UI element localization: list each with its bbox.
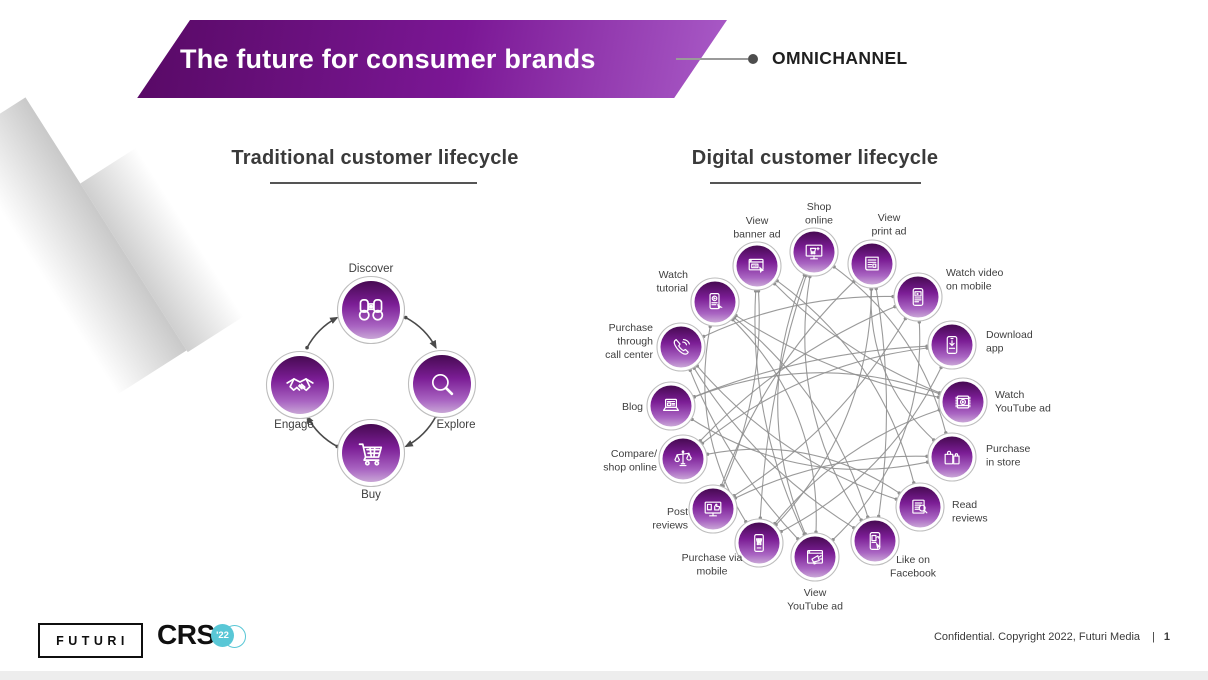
traditional-lifecycle-diagram: Discover Explore Buy Engage [265,263,477,501]
digital-node-label: Purchase in store [986,443,1031,469]
digital-node-label: Download app [986,329,1033,355]
document-magnifier-icon [912,499,928,514]
diagram-node-purchase-in-store [927,432,977,482]
diagram-node-purchase-via-mobile [734,518,784,568]
browser-ad-icon: AD [748,258,764,273]
top-left-diagonal [0,97,244,395]
traditional-node-label: Buy [361,489,381,501]
phone-like-icon [869,532,881,550]
browser-megaphone-icon [806,549,824,565]
digital-node-label: View YouTube ad [787,587,843,613]
diagram-node-purchase-through-call-center [656,322,706,372]
diagram-node-buy [336,418,406,488]
digital-node-label: Read reviews [952,499,988,525]
diagram-node-blog [646,381,696,431]
diagram-node-read-reviews [895,482,945,532]
digital-node-label: View print ad [871,212,906,238]
connection-lines [688,265,948,542]
page-number: 1 [1163,631,1170,643]
digital-node-label: Watch YouTube ad [995,389,1051,415]
diagram-node-watch-video-on-mobile [893,272,943,322]
scales-icon [674,450,692,467]
monitor-thumbsup-icon [704,501,722,517]
diagram-node-download-app [927,320,977,370]
phone-cart-icon [754,534,764,552]
shopping-cart-icon [358,443,383,466]
laptop-icon [662,398,680,411]
diagram-node-compare-shop-online [658,434,708,484]
digital-node-label: Shop online [805,201,833,227]
phone-tutorial-icon [709,293,723,310]
magnifier-icon [431,373,454,396]
cycle-arrow [405,316,437,350]
svg-text:AD: AD [753,264,758,268]
digital-node-label: Post reviews [652,506,688,532]
digital-node-label: Watch tutorial [656,269,688,295]
omnichannel-label: OMNICHANNEL [772,48,908,68]
connector-dot [748,54,758,64]
futuri-logo: FUTURI [38,623,143,658]
digital-node-label: Like on Facebook [890,554,937,580]
bottom-right-diagonal [0,580,16,680]
digital-node-label: View banner ad [733,215,780,241]
diagram-node-watch-youtube-ad [938,377,988,427]
digital-node-label: Purchase through call center [605,322,653,361]
digital-node-label: Compare/shop online [603,448,657,474]
crs-year-badge: '22 [211,624,234,647]
diagram-node-post-reviews [688,484,738,534]
traditional-node-label: Discover [349,263,394,275]
diagram-node-shop-online [789,227,839,277]
diagram-node-discover [336,275,406,345]
phone-download-icon [946,336,958,354]
phone-handset-icon [673,338,690,355]
cycle-arrow [306,414,338,448]
cycle-arrow [404,415,437,448]
crs-logo: CRS [157,619,215,650]
diagram-node-view-youtube-ad [790,532,840,582]
handshake-icon [286,378,314,392]
copyright-text: Confidential. Copyright 2022, Futuri Med… [933,631,1141,643]
diagram-node-explore [407,349,477,419]
traditional-node-label: Engage [274,419,314,431]
monitor-cart-icon [805,244,823,260]
heading-digital: Digital customer lifecycle [691,147,939,169]
copyright-line: Confidential. Copyright 2022, Futuri Med… [934,631,1170,643]
traditional-node-label: Explore [437,419,476,431]
phone-video-icon [912,288,924,306]
digital-lifecycle-diagram: AD View banner ad Shop online View print ad Wat… [603,201,1051,613]
digital-node-label: Purchase via mobile [682,552,743,578]
futuri-logo-text: FUTURI [56,633,129,648]
title-banner: The future for consumer brands [137,20,727,98]
digital-node-label: Blog [622,401,643,413]
diagram-node-like-on-facebook [850,516,900,566]
newspaper-icon [865,256,879,271]
page-title: The future for consumer brands [180,44,596,74]
diagram-node-view-banner-ad: AD [732,241,782,291]
digital-node-label: Watch video on mobile [946,267,1004,293]
diagram-node-engage [265,350,335,420]
shopping-bags-icon [944,450,960,465]
connector-line [676,58,748,60]
copyright-separator: | [1152,631,1155,643]
binoculars-icon [358,299,384,321]
bottom-bar [0,671,1208,680]
phone-play-icon [955,395,971,409]
heading-underline [270,182,477,184]
diagram-node-view-print-ad [847,239,897,289]
cycle-arrow [306,316,339,349]
heading-underline [710,182,921,184]
heading-traditional: Traditional customer lifecycle [231,147,519,169]
diagram-node-watch-tutorial [690,277,740,327]
